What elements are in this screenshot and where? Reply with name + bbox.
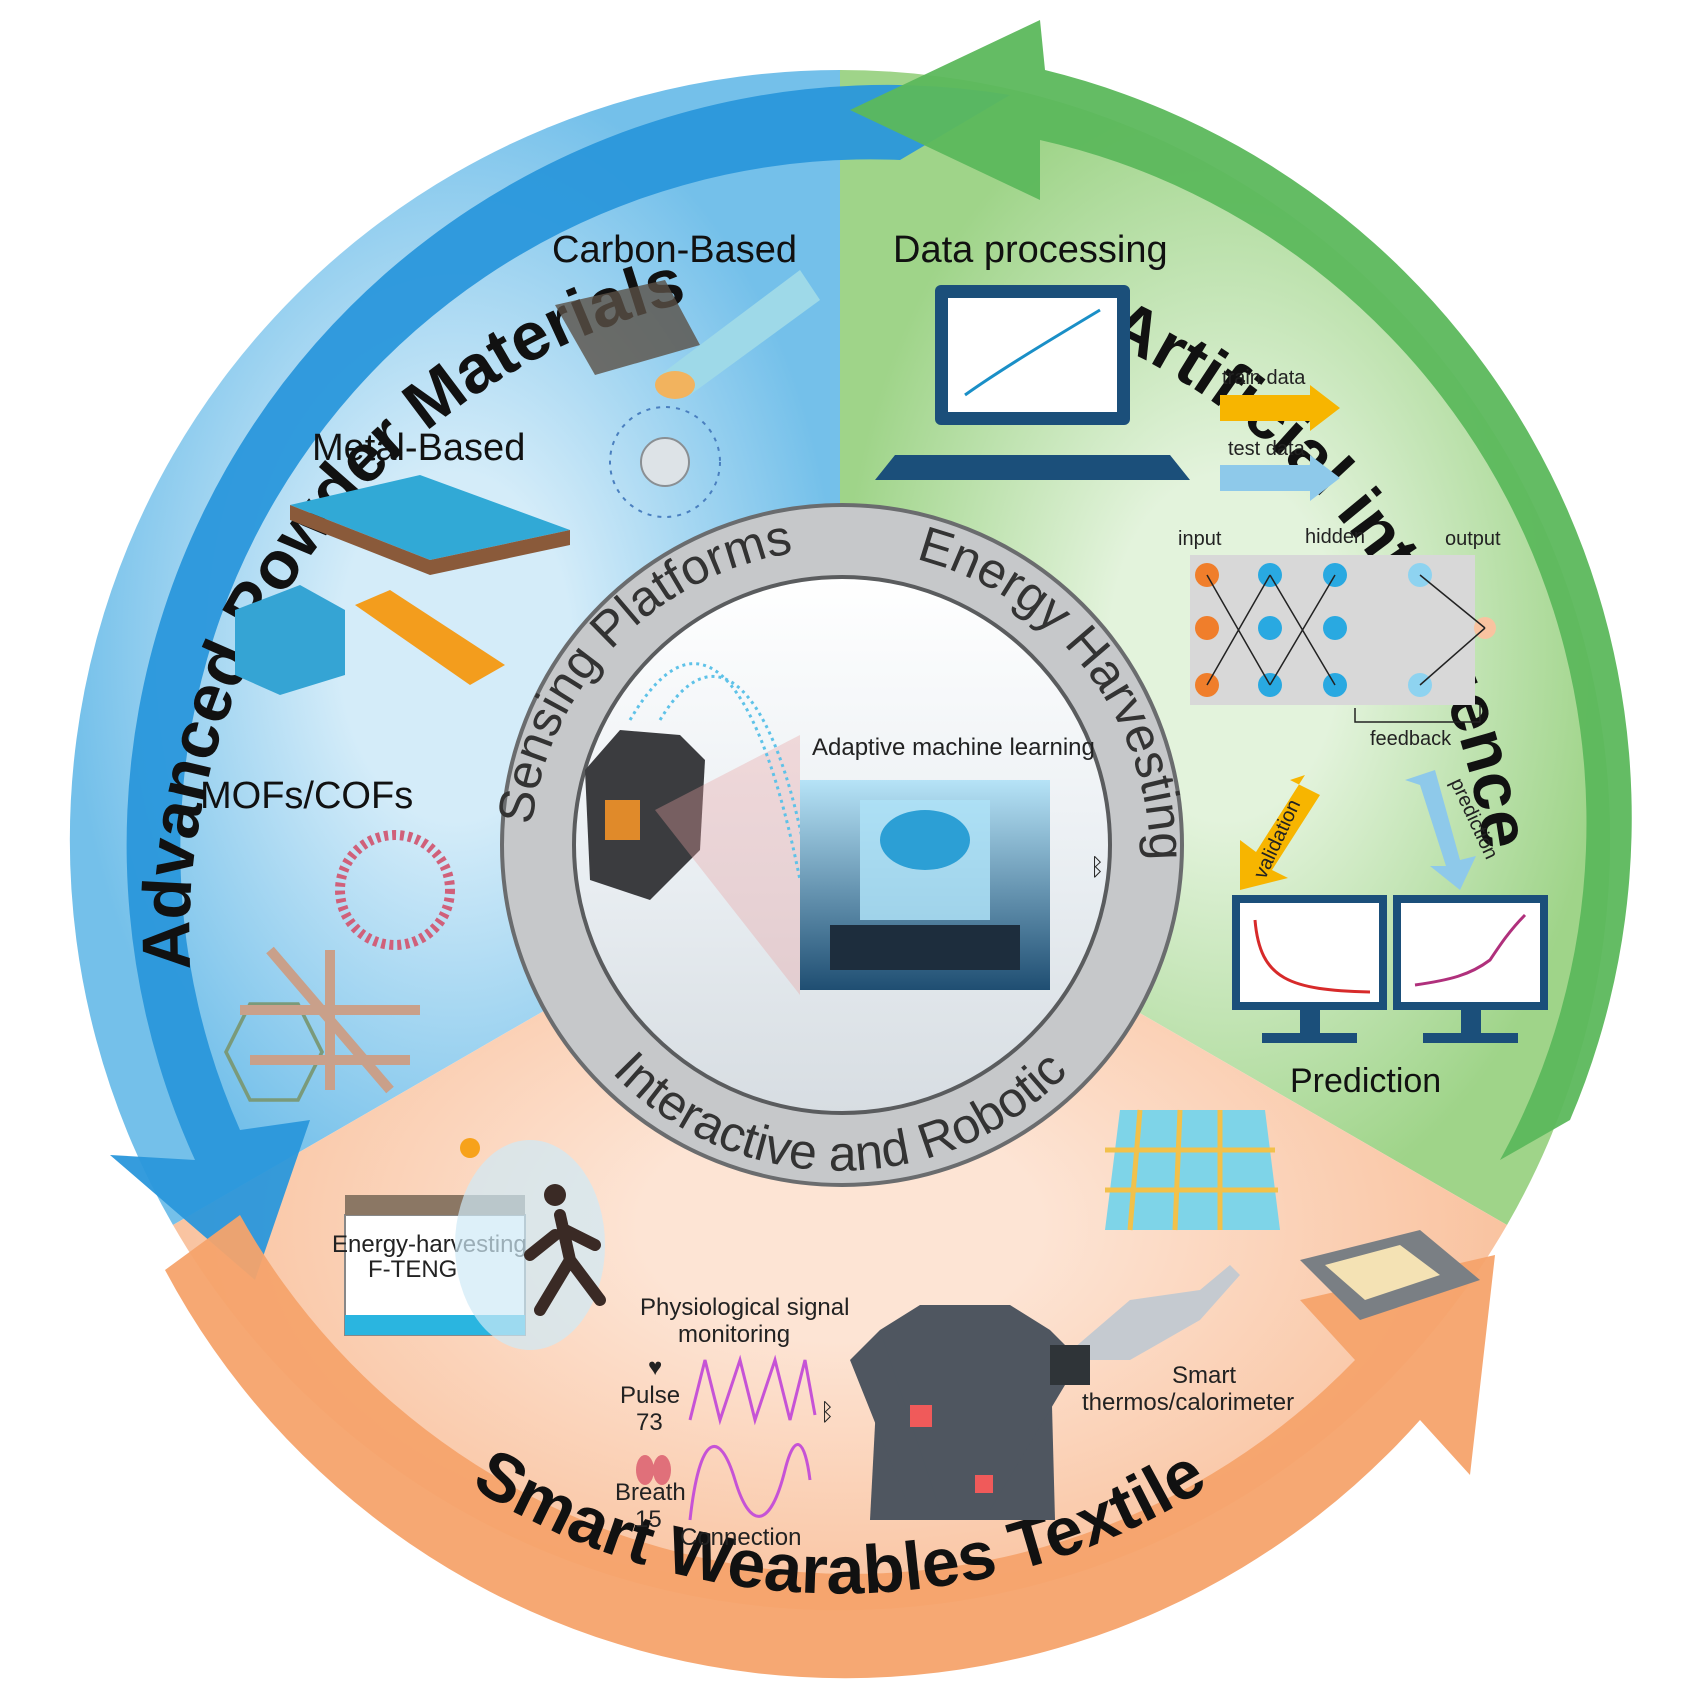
metal-cube-icon — [235, 585, 345, 695]
prediction-monitor-icon — [1393, 895, 1548, 1043]
calorimeter-device-icon — [1300, 1230, 1480, 1320]
prediction-arrow — [1405, 770, 1476, 890]
robotic-hand-icon — [1050, 1265, 1240, 1385]
projection-beam — [655, 735, 800, 995]
feedback-label: feedback — [1370, 728, 1452, 750]
pulse-waveform — [688, 1354, 817, 1426]
breath-label: Breath — [615, 1479, 686, 1506]
input-layer-label: input — [1178, 528, 1222, 550]
sensor-grid-icon — [1105, 1109, 1280, 1231]
breath-value: 15 — [635, 1506, 662, 1533]
physiological-label-line1: Physiological signal — [640, 1294, 849, 1321]
test-data-arrow — [1220, 455, 1340, 501]
smart-glove-icon — [585, 730, 705, 900]
sun-icon — [460, 1138, 480, 1158]
physiological-label-line2: monitoring — [678, 1321, 790, 1348]
carbon-based-label: Carbon-Based — [552, 229, 797, 271]
green-ring-arrow — [850, 20, 1632, 1160]
smart-label: Smart — [1172, 1362, 1236, 1389]
heart-icon: ♥ — [648, 1354, 662, 1381]
neural-network-diagram — [1190, 555, 1496, 705]
breath-waveform — [688, 1443, 812, 1521]
graphene-sheet-icon — [555, 280, 700, 375]
train-data-arrow — [1220, 385, 1340, 431]
layered-metal-icon — [290, 475, 570, 575]
adaptive-ml-label: Adaptive machine learning — [812, 734, 1095, 761]
signal-wires — [628, 662, 812, 881]
framework-lattice-icon — [240, 946, 420, 1094]
output-layer-label: output — [1445, 528, 1501, 550]
feedback-loop-arrow — [1354, 705, 1481, 723]
fteng-label: F-TENG — [368, 1256, 457, 1283]
ai-chip-icon — [800, 780, 1050, 990]
laptop-icon — [875, 285, 1190, 480]
validation-arrow — [1240, 775, 1320, 890]
runner-icon — [524, 1209, 606, 1316]
smart-shirt-icon — [850, 1305, 1080, 1520]
prediction-label: Prediction — [1290, 1062, 1441, 1100]
pulse-value: 73 — [636, 1409, 663, 1436]
validation-monitor-icon — [1232, 895, 1387, 1043]
mofs-cofs-label: MOFs/COFs — [200, 775, 413, 817]
metal-rod-icon — [355, 590, 505, 685]
pulse-label: Pulse — [620, 1382, 680, 1409]
carbon-nanotube-icon — [655, 270, 820, 399]
textile-sector — [173, 840, 1507, 1611]
blue-ring-arrow — [110, 84, 1010, 1281]
train-data-label: train data — [1222, 367, 1306, 389]
orange-ring-arrow — [165, 1215, 1495, 1679]
test-data-label: test data — [1228, 438, 1306, 460]
connection-label: Connection — [680, 1524, 801, 1551]
mof-ring-icon — [223, 1002, 325, 1102]
center-bluetooth-icon: ᛒ — [1090, 854, 1104, 881]
bluetooth-icon: ᛒ — [820, 1399, 834, 1426]
lungs-icon — [636, 1455, 671, 1485]
hidden-layer-label: hidden — [1305, 526, 1365, 548]
cof-cluster-icon — [335, 830, 455, 950]
data-processing-label: Data processing — [893, 229, 1168, 271]
functional-particle-icon — [609, 406, 721, 518]
metal-based-label: Metal-Based — [312, 427, 525, 469]
thermos-calorimeter-label: thermos/calorimeter — [1082, 1389, 1294, 1416]
runner-head — [544, 1184, 566, 1206]
sunlight-bubble — [455, 1140, 605, 1350]
